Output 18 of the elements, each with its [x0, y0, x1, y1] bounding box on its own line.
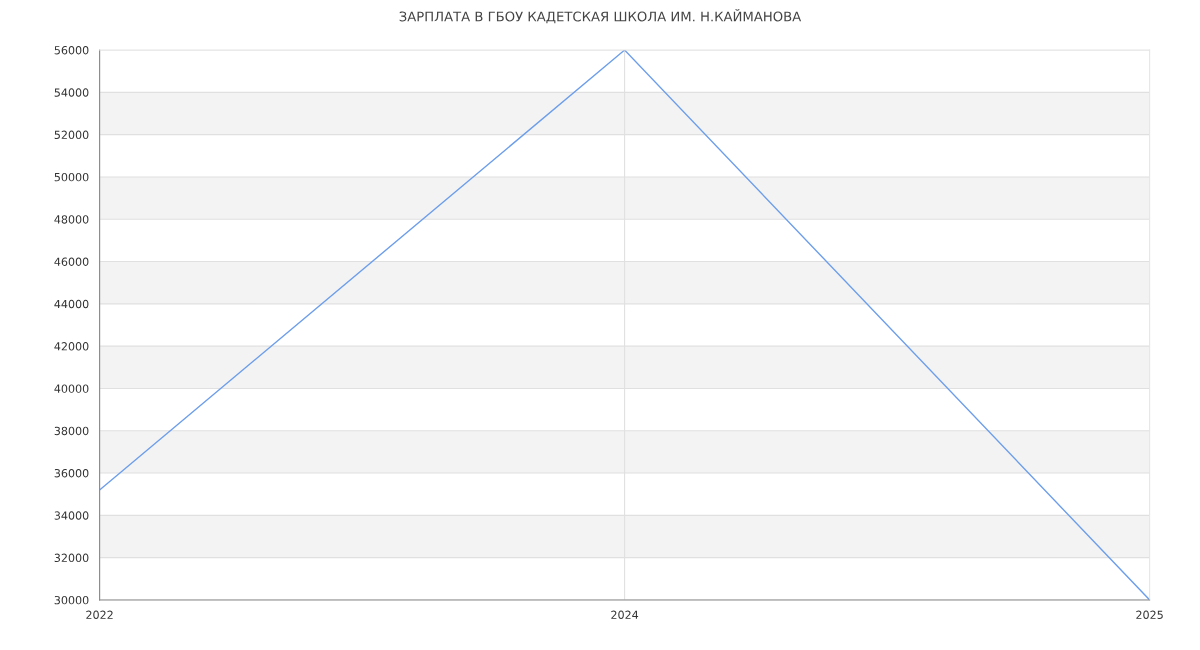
x-tick-label: 2022 [86, 610, 113, 619]
y-tick-label: 34000 [54, 511, 89, 520]
y-tick-label: 40000 [54, 384, 89, 393]
y-tick-label: 32000 [54, 553, 89, 563]
y-tick-label: 44000 [54, 299, 89, 309]
x-tick-label: 2024 [611, 610, 639, 619]
y-tick-label: 52000 [54, 130, 89, 140]
y-tick-label: 56000 [54, 46, 89, 55]
y-tick-label: 54000 [54, 88, 89, 97]
y-tick-label: 48000 [54, 215, 89, 224]
y-tick-label: 30000 [54, 595, 89, 605]
y-tick-label: 42000 [54, 342, 89, 351]
y-tick-label: 50000 [54, 172, 89, 182]
y-tick-label: 46000 [54, 257, 89, 266]
x-tick-label: 2025 [1136, 610, 1163, 619]
y-tick-label: 36000 [54, 469, 89, 478]
chart-title: ЗАРПЛАТА В ГБОУ КАДЕТСКАЯ ШКОЛА ИМ. Н.КАЙМАНОВА [399, 9, 802, 24]
y-tick-label: 38000 [54, 426, 89, 436]
